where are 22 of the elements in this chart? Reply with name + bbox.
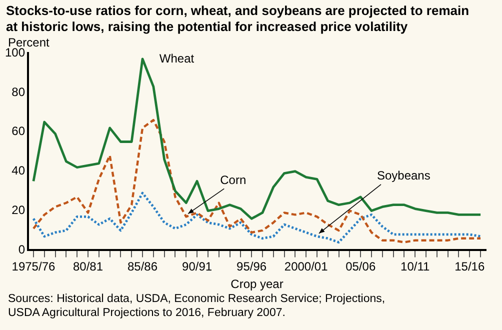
- y-tick-label: 40: [12, 164, 26, 178]
- x-tick-label: 1975/76: [12, 260, 56, 274]
- x-axis-title: Crop year: [230, 277, 284, 292]
- x-tick-label: 10/11: [400, 260, 430, 274]
- chart-title: Stocks-to-use ratios for corn, wheat, and soybeans are projected to remain at historic lows, raising the potential for increased price volatility: [5, 2, 470, 35]
- y-tick-label: 60: [12, 124, 26, 138]
- text: Soybeans: [376, 168, 430, 183]
- line-series: [32, 118, 482, 244]
- source-note: Sources: Historical data, USDA, Economic Research Service; Projections, USDA Agricultural Projections to 2016, February 2007.: [7, 292, 386, 320]
- series-label: Wheat: [159, 51, 195, 66]
- x-tick-label: 15/16: [454, 260, 485, 274]
- x-tick-label: 05/06: [346, 260, 376, 274]
- x-tick-label: 2000/01: [284, 260, 328, 274]
- series-label: Corn: [220, 172, 246, 187]
- x-tick-label: 90/91: [182, 260, 212, 274]
- x-tick-label: 85/86: [128, 260, 158, 274]
- y-tick-label: 0: [18, 242, 26, 257]
- x-tick-label: 95/96: [236, 260, 267, 274]
- line-series: [32, 192, 482, 244]
- x-tick-label: 80/81: [72, 260, 104, 274]
- y-tick-label: 80: [12, 84, 26, 99]
- y-tick-label: 20: [12, 203, 26, 218]
